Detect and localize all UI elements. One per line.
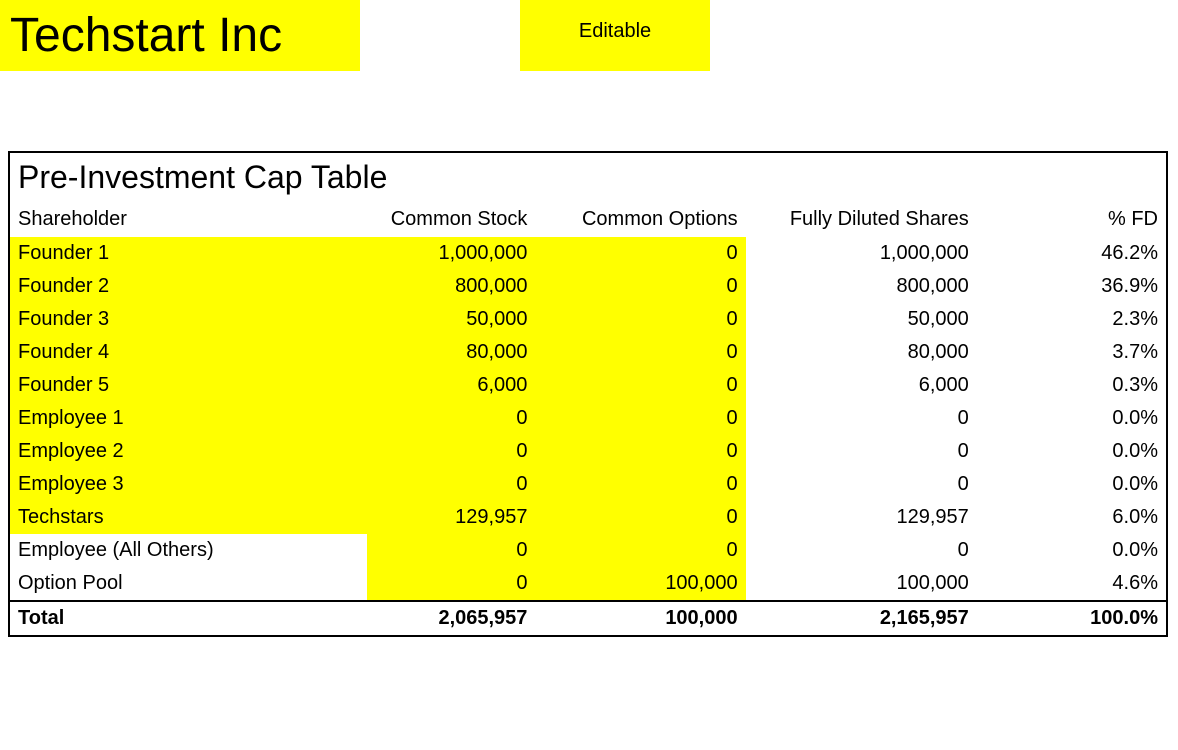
cell-fully-diluted: 0 (746, 402, 977, 435)
cell-common-options: 0 (535, 402, 745, 435)
cell-pct-fd: 0.0% (977, 534, 1166, 567)
cell-pct-fd: 46.2% (977, 237, 1166, 270)
table-row: Founder 11,000,00001,000,00046.2% (10, 237, 1166, 270)
total-common-stock: 2,065,957 (367, 601, 535, 635)
table-row: Founder 56,00006,0000.3% (10, 369, 1166, 402)
total-fully-diluted: 2,165,957 (746, 601, 977, 635)
cell-fully-diluted: 1,000,000 (746, 237, 977, 270)
table-row: Employee 20000.0% (10, 435, 1166, 468)
cell-common-stock: 0 (367, 567, 535, 601)
cell-shareholder: Option Pool (10, 567, 367, 601)
company-name: Techstart Inc (0, 0, 360, 71)
cell-common-stock: 80,000 (367, 336, 535, 369)
cell-fully-diluted: 800,000 (746, 270, 977, 303)
cell-shareholder: Employee (All Others) (10, 534, 367, 567)
cap-table-container: Pre-Investment Cap Table Shareholder Com… (8, 151, 1168, 637)
cell-shareholder: Employee 3 (10, 468, 367, 501)
total-pct-fd: 100.0% (977, 601, 1166, 635)
cell-shareholder: Founder 5 (10, 369, 367, 402)
cell-fully-diluted: 0 (746, 468, 977, 501)
cell-pct-fd: 0.3% (977, 369, 1166, 402)
cell-pct-fd: 0.0% (977, 402, 1166, 435)
table-row: Founder 2800,0000800,00036.9% (10, 270, 1166, 303)
cell-common-options: 100,000 (535, 567, 745, 601)
editable-badge: Editable (520, 0, 710, 71)
cell-pct-fd: 4.6% (977, 567, 1166, 601)
table-row: Employee 30000.0% (10, 468, 1166, 501)
cell-common-options: 0 (535, 336, 745, 369)
cell-fully-diluted: 129,957 (746, 501, 977, 534)
cap-table: Shareholder Common Stock Common Options … (10, 204, 1166, 635)
cell-shareholder: Employee 1 (10, 402, 367, 435)
col-common-options: Common Options (535, 204, 745, 237)
cell-common-stock: 800,000 (367, 270, 535, 303)
cell-shareholder: Founder 3 (10, 303, 367, 336)
col-shareholder: Shareholder (10, 204, 367, 237)
cell-common-options: 0 (535, 369, 745, 402)
cell-shareholder: Founder 1 (10, 237, 367, 270)
cell-pct-fd: 36.9% (977, 270, 1166, 303)
cell-fully-diluted: 6,000 (746, 369, 977, 402)
table-row: Techstars129,9570129,9576.0% (10, 501, 1166, 534)
header-row: Techstart Inc Editable (0, 0, 1178, 71)
cell-fully-diluted: 80,000 (746, 336, 977, 369)
cell-fully-diluted: 0 (746, 435, 977, 468)
table-row: Employee 10000.0% (10, 402, 1166, 435)
cell-common-stock: 0 (367, 534, 535, 567)
cell-common-options: 0 (535, 468, 745, 501)
table-row: Founder 350,000050,0002.3% (10, 303, 1166, 336)
cell-common-stock: 1,000,000 (367, 237, 535, 270)
cell-common-options: 0 (535, 303, 745, 336)
cell-common-stock: 0 (367, 468, 535, 501)
cell-pct-fd: 3.7% (977, 336, 1166, 369)
cell-pct-fd: 0.0% (977, 468, 1166, 501)
cell-common-stock: 50,000 (367, 303, 535, 336)
cell-fully-diluted: 100,000 (746, 567, 977, 601)
cell-pct-fd: 0.0% (977, 435, 1166, 468)
table-row: Option Pool0100,000100,0004.6% (10, 567, 1166, 601)
cell-common-options: 0 (535, 534, 745, 567)
total-label: Total (10, 601, 367, 635)
cell-shareholder: Founder 4 (10, 336, 367, 369)
cell-fully-diluted: 50,000 (746, 303, 977, 336)
cell-common-stock: 129,957 (367, 501, 535, 534)
cell-shareholder: Techstars (10, 501, 367, 534)
cell-pct-fd: 6.0% (977, 501, 1166, 534)
total-common-options: 100,000 (535, 601, 745, 635)
col-fully-diluted: Fully Diluted Shares (746, 204, 977, 237)
table-total-row: Total2,065,957100,0002,165,957100.0% (10, 601, 1166, 635)
col-pct-fd: % FD (977, 204, 1166, 237)
cell-common-options: 0 (535, 270, 745, 303)
cell-common-options: 0 (535, 501, 745, 534)
table-row: Founder 480,000080,0003.7% (10, 336, 1166, 369)
col-common-stock: Common Stock (367, 204, 535, 237)
cell-shareholder: Employee 2 (10, 435, 367, 468)
cell-common-stock: 0 (367, 402, 535, 435)
cell-shareholder: Founder 2 (10, 270, 367, 303)
table-title: Pre-Investment Cap Table (10, 153, 1166, 204)
cell-pct-fd: 2.3% (977, 303, 1166, 336)
cell-fully-diluted: 0 (746, 534, 977, 567)
cell-common-stock: 0 (367, 435, 535, 468)
cell-common-options: 0 (535, 237, 745, 270)
cell-common-options: 0 (535, 435, 745, 468)
cell-common-stock: 6,000 (367, 369, 535, 402)
table-row: Employee (All Others)0000.0% (10, 534, 1166, 567)
table-header-row: Shareholder Common Stock Common Options … (10, 204, 1166, 237)
